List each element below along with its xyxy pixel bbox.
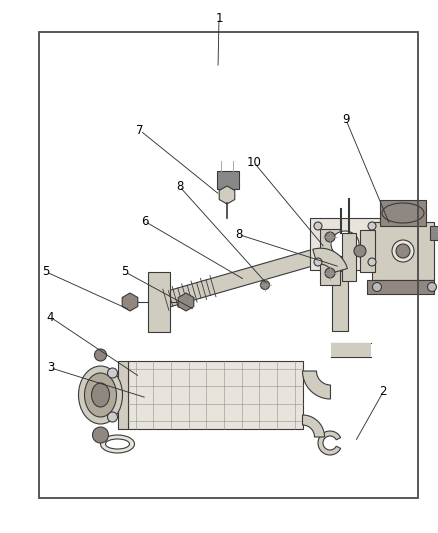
Polygon shape bbox=[122, 293, 138, 311]
Bar bbox=[127, 361, 303, 429]
Ellipse shape bbox=[382, 203, 424, 223]
Polygon shape bbox=[156, 249, 317, 310]
Ellipse shape bbox=[372, 282, 381, 292]
Bar bbox=[360, 230, 375, 272]
Ellipse shape bbox=[92, 427, 109, 443]
Ellipse shape bbox=[325, 268, 335, 278]
Text: 4: 4 bbox=[46, 311, 54, 324]
Text: 7: 7 bbox=[136, 124, 144, 137]
Polygon shape bbox=[219, 186, 235, 204]
Ellipse shape bbox=[368, 258, 376, 266]
Polygon shape bbox=[318, 431, 341, 455]
Ellipse shape bbox=[314, 222, 322, 230]
Text: 2: 2 bbox=[379, 385, 387, 398]
Text: 3: 3 bbox=[47, 361, 54, 374]
Bar bbox=[310, 218, 380, 270]
Ellipse shape bbox=[100, 435, 134, 453]
Bar bbox=[342, 233, 356, 281]
Bar bbox=[332, 271, 348, 330]
Ellipse shape bbox=[331, 231, 359, 257]
Text: 5: 5 bbox=[121, 265, 128, 278]
Ellipse shape bbox=[78, 366, 123, 424]
Text: 8: 8 bbox=[235, 228, 242, 241]
Ellipse shape bbox=[107, 368, 117, 378]
Ellipse shape bbox=[261, 280, 269, 289]
Ellipse shape bbox=[354, 245, 366, 257]
Text: 5: 5 bbox=[42, 265, 49, 278]
Polygon shape bbox=[117, 361, 127, 429]
Ellipse shape bbox=[107, 412, 117, 422]
Ellipse shape bbox=[392, 240, 414, 262]
Ellipse shape bbox=[314, 258, 322, 266]
Ellipse shape bbox=[85, 373, 117, 417]
Text: 6: 6 bbox=[141, 215, 148, 228]
Ellipse shape bbox=[427, 282, 437, 292]
Bar bbox=[331, 343, 371, 357]
Bar bbox=[430, 226, 438, 240]
Text: 9: 9 bbox=[342, 114, 350, 126]
Text: 1: 1 bbox=[215, 12, 223, 25]
Text: 8: 8 bbox=[176, 180, 183, 193]
Ellipse shape bbox=[92, 383, 110, 407]
Bar bbox=[217, 171, 239, 189]
Ellipse shape bbox=[106, 439, 130, 449]
Polygon shape bbox=[178, 293, 194, 311]
Polygon shape bbox=[303, 371, 331, 399]
Ellipse shape bbox=[396, 244, 410, 258]
Text: 10: 10 bbox=[247, 156, 261, 169]
Polygon shape bbox=[148, 272, 170, 332]
Bar bbox=[39, 32, 418, 498]
Bar bbox=[367, 280, 434, 294]
Polygon shape bbox=[320, 229, 340, 285]
Ellipse shape bbox=[95, 349, 106, 361]
Ellipse shape bbox=[368, 222, 376, 230]
Bar bbox=[380, 200, 426, 226]
Ellipse shape bbox=[325, 232, 335, 242]
Polygon shape bbox=[303, 415, 325, 437]
Bar bbox=[372, 222, 434, 280]
Polygon shape bbox=[313, 248, 347, 273]
